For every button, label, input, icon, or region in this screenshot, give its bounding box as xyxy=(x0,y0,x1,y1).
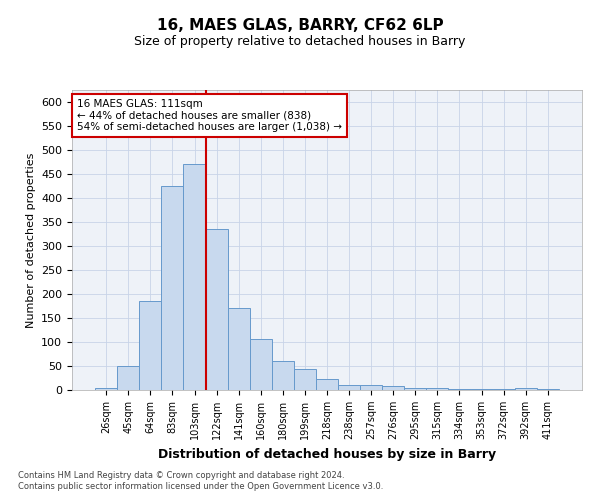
Bar xyxy=(250,338,272,390)
Bar xyxy=(515,388,537,390)
Bar xyxy=(139,301,161,390)
Bar xyxy=(117,366,139,390)
Bar xyxy=(227,308,250,390)
Bar xyxy=(184,164,206,390)
Bar xyxy=(448,388,470,390)
Bar xyxy=(427,388,448,390)
Bar xyxy=(316,380,338,390)
Text: Size of property relative to detached houses in Barry: Size of property relative to detached ho… xyxy=(134,35,466,48)
Bar xyxy=(493,389,515,390)
Text: Contains HM Land Registry data © Crown copyright and database right 2024.: Contains HM Land Registry data © Crown c… xyxy=(18,470,344,480)
Text: Contains public sector information licensed under the Open Government Licence v3: Contains public sector information licen… xyxy=(18,482,383,491)
Bar xyxy=(470,389,493,390)
Bar xyxy=(404,388,427,390)
Text: 16, MAES GLAS, BARRY, CF62 6LP: 16, MAES GLAS, BARRY, CF62 6LP xyxy=(157,18,443,32)
X-axis label: Distribution of detached houses by size in Barry: Distribution of detached houses by size … xyxy=(158,448,496,460)
Bar xyxy=(294,370,316,390)
Text: 16 MAES GLAS: 111sqm
← 44% of detached houses are smaller (838)
54% of semi-deta: 16 MAES GLAS: 111sqm ← 44% of detached h… xyxy=(77,99,342,132)
Bar xyxy=(272,361,294,390)
Bar xyxy=(382,386,404,390)
Bar xyxy=(206,229,227,390)
Y-axis label: Number of detached properties: Number of detached properties xyxy=(26,152,35,328)
Bar xyxy=(338,385,360,390)
Bar xyxy=(537,388,559,390)
Bar xyxy=(95,388,117,390)
Bar xyxy=(161,186,184,390)
Bar xyxy=(360,385,382,390)
